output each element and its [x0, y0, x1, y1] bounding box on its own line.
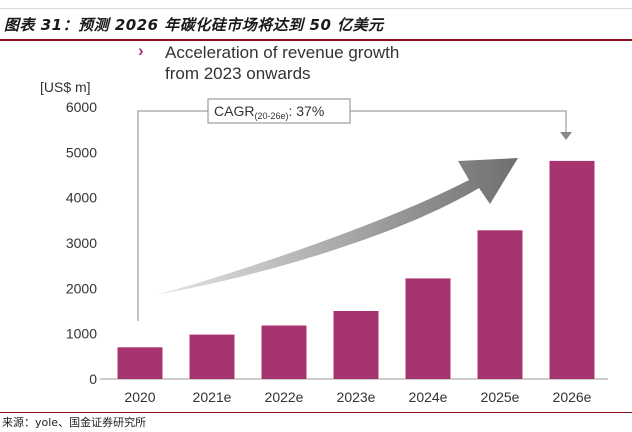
bars	[117, 160, 595, 379]
bar-2022e	[261, 325, 307, 379]
chart-area: › Acceleration of revenue growth from 20…	[0, 41, 632, 413]
bottom-rule	[0, 412, 632, 413]
y-tick-label-4: 4000	[66, 190, 97, 206]
bar-2024e	[405, 278, 451, 379]
bar-2026e	[549, 160, 595, 379]
y-tick-label-1: 1000	[66, 326, 97, 342]
cagr-bracket	[137, 110, 572, 321]
bar-2023e	[333, 311, 379, 379]
cagr-sub: (20-26e)	[254, 111, 288, 121]
cagr-box	[207, 98, 351, 124]
y-axis-ticks: 0 1000 2000 3000 4000 5000 6000	[66, 99, 97, 387]
x-tick-label-2022e: 2022e	[265, 389, 304, 405]
cagr-label: CAGR(20-26e): 37%	[214, 103, 324, 121]
chart-title-bullet: ›	[138, 41, 144, 60]
y-tick-label-5: 5000	[66, 144, 97, 160]
source-note: 来源：yole、国金证券研究所	[2, 416, 147, 429]
x-axis-labels: 2020 2021e 2022e 2023e 2024e 2025e 2026e	[124, 389, 591, 405]
growth-arrow	[156, 158, 518, 295]
y-axis-label: [US$ m]	[40, 79, 91, 95]
title-rule	[0, 39, 632, 41]
y-tick-label-0: 0	[89, 371, 97, 387]
cagr-main: CAGR	[214, 103, 254, 119]
top-strip	[0, 0, 632, 9]
x-tick-label-2025e: 2025e	[481, 389, 520, 405]
y-tick-label-6: 6000	[66, 99, 97, 115]
bar-2020	[117, 347, 163, 379]
x-tick-label-2020: 2020	[124, 389, 155, 405]
bar-2021e	[189, 334, 235, 379]
x-tick-label-2023e: 2023e	[337, 389, 376, 405]
x-tick-label-2021e: 2021e	[193, 389, 232, 405]
y-tick-label-2: 2000	[66, 280, 97, 296]
revenue-chart: › Acceleration of revenue growth from 20…	[40, 41, 608, 405]
x-tick-label-2024e: 2024e	[409, 389, 448, 405]
bar-2025e	[477, 230, 523, 379]
x-tick-label-2026e: 2026e	[553, 389, 592, 405]
figure-title: 图表 31：预测 2026 年碳化硅市场将达到 50 亿美元	[4, 16, 384, 34]
y-tick-label-3: 3000	[66, 235, 97, 251]
chart-title-line2: from 2023 onwards	[165, 64, 311, 83]
chart-title-line1: Acceleration of revenue growth	[165, 43, 399, 62]
cagr-suffix: : 37%	[288, 103, 324, 119]
